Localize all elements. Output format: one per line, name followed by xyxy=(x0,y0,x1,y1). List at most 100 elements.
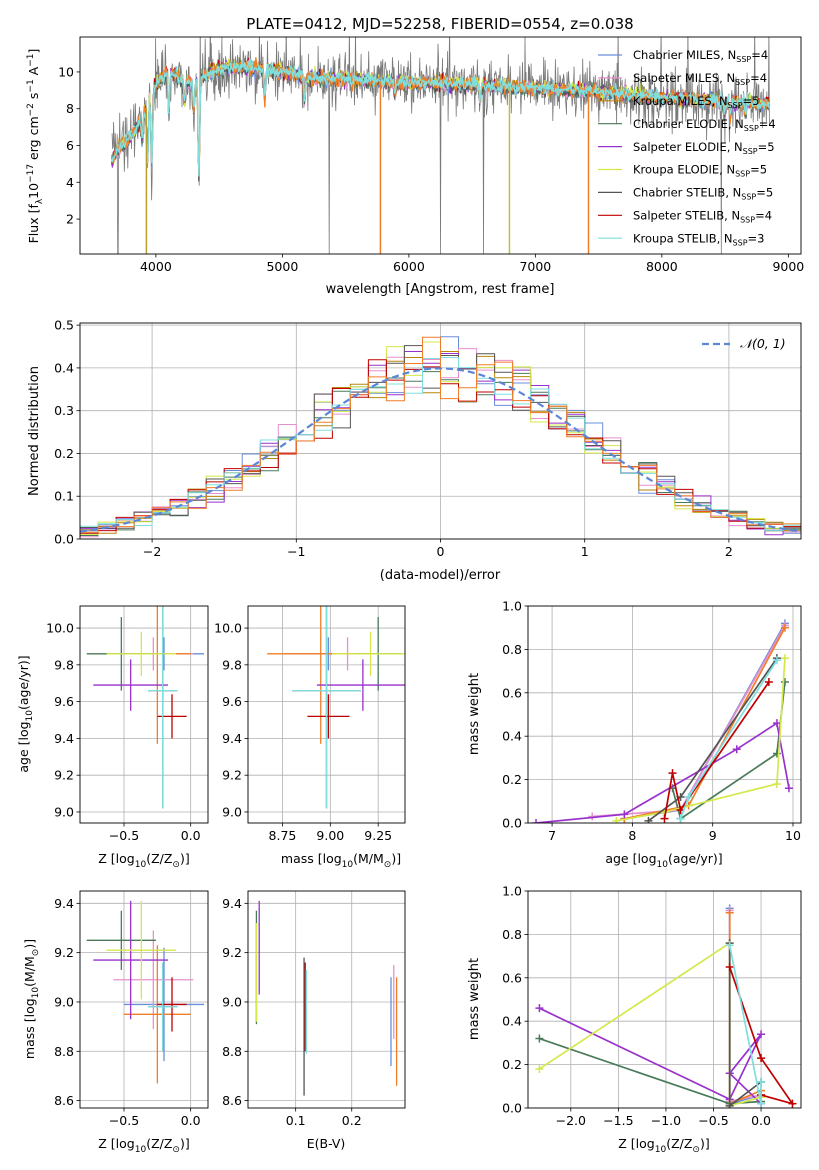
y-tick-label: 9.2 xyxy=(222,945,242,960)
x-tick-label: −0.5 xyxy=(109,828,139,843)
axes-frame xyxy=(79,605,209,824)
weight-point-marker xyxy=(725,962,734,971)
weight-vs-metallicity-chart: −2.0 −1.5 −1.0 −0.5 0.0 0.0 0.2 0.4 0.6 0.8 1.0 Z [… xyxy=(467,884,802,1155)
axes-frame xyxy=(79,890,209,1109)
weight-series-line xyxy=(663,681,770,819)
y-tick-label: 0.4 xyxy=(54,360,74,375)
y-tick-label: 0.4 xyxy=(502,1014,522,1029)
x-tick-label: 7 xyxy=(548,828,556,843)
y-tick-label: 0.8 xyxy=(502,927,522,942)
x-tick-label: 0.1 xyxy=(286,1113,306,1128)
weight-point-marker xyxy=(780,677,789,686)
axis-label: age [log10(age/yr)] xyxy=(16,655,35,772)
x-tick-label: 0 xyxy=(437,544,445,559)
y-tick-label: 0.4 xyxy=(502,729,522,744)
y-tick-label: 9.0 xyxy=(54,994,74,1009)
weight-point-marker xyxy=(535,1034,544,1043)
weight-series-line xyxy=(624,627,786,820)
axis-label: mass weight xyxy=(467,673,482,755)
axis-label: mass [log10(M/M⊙)] xyxy=(281,851,401,870)
y-tick-label: 9.4 xyxy=(54,731,74,746)
legend-entry: Chabrier MILES, NSSP=4 xyxy=(633,48,768,64)
weight-point-marker xyxy=(784,784,793,793)
x-tick-label: 0.0 xyxy=(181,1113,201,1128)
axis-label: E(B-V) xyxy=(307,1136,346,1151)
axes-frame xyxy=(247,605,406,824)
x-tick-label: 10 xyxy=(785,828,801,843)
weight-point-marker xyxy=(764,677,773,686)
x-tick-label: −0.5 xyxy=(698,1113,728,1128)
age-vs-mass-chart: 8.75 9.00 9.25 9.0 9.2 9.4 9.6 9.8 10.0 mass [log… xyxy=(214,605,406,870)
y-tick-label: 0.8 xyxy=(502,642,522,657)
gaussian-curve xyxy=(80,367,801,533)
age-vs-metallicity-chart-plot-area xyxy=(80,606,208,823)
weight-point-marker xyxy=(757,1099,766,1108)
y-tick-label: 0.2 xyxy=(502,1057,522,1072)
y-tick-label: 9.4 xyxy=(222,896,242,911)
axis-label: Z [log10(Z/Z⊙)] xyxy=(98,851,189,870)
axis-label: mass weight xyxy=(467,958,482,1040)
y-tick-label: 0.3 xyxy=(54,403,74,418)
weight-point-marker xyxy=(644,816,653,823)
histogram-step-line xyxy=(80,336,801,539)
axes-frame xyxy=(247,890,406,1109)
legend-entry: Kroupa STELIB, NSSP=3 xyxy=(633,231,764,247)
x-tick-label: 8.75 xyxy=(269,828,297,843)
weight-point-marker xyxy=(772,719,781,728)
y-tick-label: 0.0 xyxy=(502,816,522,831)
spectrum-data-line xyxy=(111,37,770,254)
y-tick-label: 10.0 xyxy=(214,621,242,636)
x-tick-label: 9000 xyxy=(772,259,804,274)
x-tick-label: −2 xyxy=(143,544,161,559)
weight-point-marker xyxy=(772,656,781,665)
x-tick-label: 9 xyxy=(709,828,717,843)
weight-point-marker xyxy=(732,745,741,754)
spectrum-model-line xyxy=(110,59,770,177)
weight-series-line xyxy=(728,945,762,1104)
weight-series-line xyxy=(728,912,762,1105)
x-tick-label: −1.5 xyxy=(603,1113,633,1128)
weight-series-line xyxy=(592,625,786,818)
y-tick-label: 0.6 xyxy=(502,970,522,985)
weight-point-marker xyxy=(668,769,677,778)
weight-point-marker xyxy=(535,1064,544,1073)
y-tick-label: 0.0 xyxy=(502,1101,522,1116)
axes-frame xyxy=(527,605,802,824)
weight-point-marker xyxy=(788,1099,797,1108)
weight-point-marker xyxy=(757,1030,766,1039)
y-tick-label: 0.2 xyxy=(54,446,74,461)
weight-point-marker xyxy=(757,1077,766,1086)
residual-histogram-plot-area xyxy=(80,323,801,539)
y-tick-label: 9.2 xyxy=(54,768,74,783)
mass-vs-metallicity-chart-plot-area xyxy=(80,891,208,1108)
y-tick-label: 9.8 xyxy=(222,657,242,672)
x-tick-label: 9.00 xyxy=(316,828,344,843)
axis-label: wavelength [Angstrom, rest frame] xyxy=(326,282,555,297)
weight-vs-age-chart-plot-area xyxy=(528,606,801,823)
axes-frame xyxy=(79,36,802,255)
axis-label: Normed distribution xyxy=(27,366,42,496)
x-tick-label: −0.5 xyxy=(109,1113,139,1128)
axis-label: mass [log10(M/M⊙)] xyxy=(22,939,41,1059)
legend-entry: Salpeter MILES, NSSP=4 xyxy=(633,71,767,87)
mass-vs-metallicity-chart: −0.5 0.0 8.6 8.8 9.0 9.2 9.4 Z [log10(Z/Z⊙)] mas… xyxy=(22,890,209,1155)
legend-entry: Chabrier ELODIE, NSSP=4 xyxy=(633,117,776,133)
y-tick-label: 2 xyxy=(66,212,74,227)
weight-point-marker xyxy=(676,814,685,823)
weight-point-marker xyxy=(780,654,789,663)
x-tick-label: 0.0 xyxy=(751,1113,771,1128)
weight-point-marker xyxy=(725,1101,734,1108)
x-tick-label: 5000 xyxy=(266,259,298,274)
weight-series-line xyxy=(728,908,762,1105)
x-tick-label: 4000 xyxy=(140,259,172,274)
weight-series-line xyxy=(728,966,795,1106)
x-tick-label: 0.2 xyxy=(342,1113,362,1128)
legend-entry: Salpeter ELODIE, NSSP=5 xyxy=(633,140,775,156)
x-tick-label: 0.0 xyxy=(181,828,201,843)
y-tick-label: 10 xyxy=(58,64,74,79)
y-tick-label: 9.2 xyxy=(222,768,242,783)
y-tick-label: 9.2 xyxy=(54,945,74,960)
x-tick-label: −1.0 xyxy=(651,1113,681,1128)
y-tick-label: 8.6 xyxy=(222,1093,242,1108)
axis-label: age [log10(age/yr)] xyxy=(605,851,722,870)
